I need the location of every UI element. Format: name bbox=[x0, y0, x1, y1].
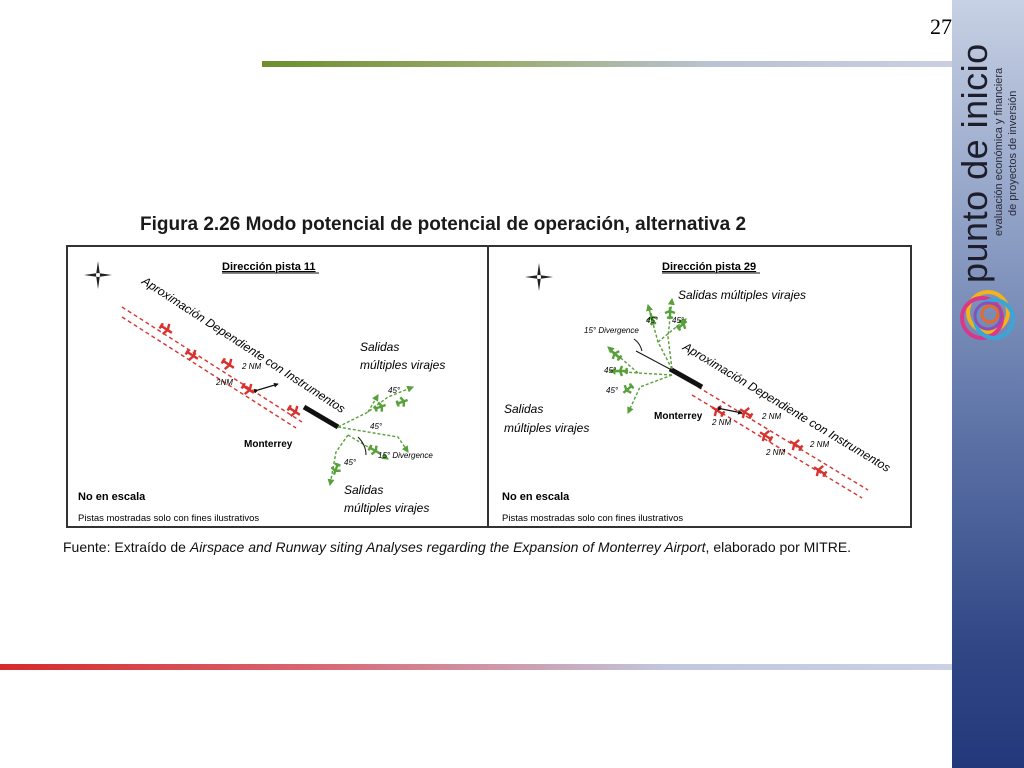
city-label-right: Monterrey bbox=[654, 411, 703, 422]
brand-logo-icon bbox=[960, 290, 1015, 340]
brand-name: punto de inicio bbox=[954, 43, 995, 283]
diagram-frame: Dirección pista 11 2 NM 2NM Aproximación… bbox=[66, 245, 912, 528]
source-prefix: Fuente: Extraído de bbox=[63, 539, 190, 555]
brand-tagline-line1: evaluación económica y financiera bbox=[993, 67, 1005, 236]
angle-label-right-b: 45° bbox=[672, 316, 685, 325]
panel-heading-right: Dirección pista 29 bbox=[662, 261, 756, 273]
page-number: 27 bbox=[930, 14, 952, 39]
spacing-arrow-left bbox=[253, 382, 279, 394]
spacing-label-right-a: 2 NM bbox=[761, 412, 781, 421]
runway-right bbox=[668, 366, 704, 390]
spacing-label-left-a: 2 NM bbox=[241, 362, 261, 371]
source-suffix: , elaborado por MITRE. bbox=[705, 539, 852, 555]
departures-label-left-top-2: múltiples virajes bbox=[360, 358, 445, 372]
angle-label-left-a: 45° bbox=[388, 386, 401, 395]
angle-label-right-a: 45° bbox=[646, 316, 659, 325]
departures-label-right-left-2: múltiples virajes bbox=[504, 421, 589, 435]
source-citation: Fuente: Extraído de Airspace and Runway … bbox=[63, 537, 933, 557]
city-label-left: Monterrey bbox=[244, 439, 293, 450]
compass-rose-icon bbox=[84, 261, 112, 289]
runway-diagrams: Dirección pista 11 2 NM 2NM Aproximación… bbox=[78, 247, 893, 526]
panel-heading-left: Dirección pista 11 bbox=[222, 261, 316, 273]
runway-left bbox=[302, 404, 340, 430]
top-rule bbox=[262, 61, 952, 67]
divergence-label-left: 15° Divergence bbox=[378, 451, 433, 460]
angle-label-left-b: 45° bbox=[370, 422, 383, 431]
source-title: Airspace and Runway siting Analyses rega… bbox=[189, 539, 706, 555]
spacing-label-right-d: 2 NM bbox=[765, 448, 785, 457]
bottom-rule bbox=[0, 664, 952, 670]
departures-label-left-bottom-2: múltiples virajes bbox=[344, 501, 429, 515]
brand-tagline-line2: de proyectos de inversión bbox=[1007, 90, 1019, 216]
angle-label-right-d: 45° bbox=[606, 386, 619, 395]
compass-rose-icon bbox=[525, 263, 553, 291]
spacing-label-right-c: 2 NM bbox=[809, 440, 829, 449]
approach-path-left bbox=[121, 306, 303, 429]
angle-label-left-c: 45° bbox=[344, 458, 357, 467]
departures-label-left-bottom-1: Salidas bbox=[344, 483, 383, 497]
spacing-arrow-right bbox=[717, 405, 743, 415]
scale-note-left: No en escala bbox=[78, 491, 146, 503]
approach-path-right bbox=[691, 386, 869, 499]
spacing-label-right-b: 2 NM bbox=[711, 418, 731, 427]
spacing-label-left-b: 2NM bbox=[215, 378, 233, 387]
illustrative-note-right: Pistas mostradas solo con fines ilustrat… bbox=[502, 513, 683, 524]
departures-label-right-top: Salidas múltiples virajes bbox=[678, 288, 806, 302]
angle-label-right-c: 45° bbox=[604, 366, 617, 375]
departures-label-left-top-1: Salidas bbox=[360, 340, 399, 354]
brand-sidebar bbox=[952, 0, 1024, 768]
departure-paths-left bbox=[327, 385, 415, 487]
divergence-label-right: 15° Divergence bbox=[584, 326, 639, 335]
scale-note-right: No en escala bbox=[502, 491, 570, 503]
departures-label-right-left-1: Salidas bbox=[504, 402, 543, 416]
figure-title: Figura 2.26 Modo potencial de potencial … bbox=[140, 214, 747, 235]
illustrative-note-left: Pistas mostradas solo con fines ilustrat… bbox=[78, 513, 259, 524]
